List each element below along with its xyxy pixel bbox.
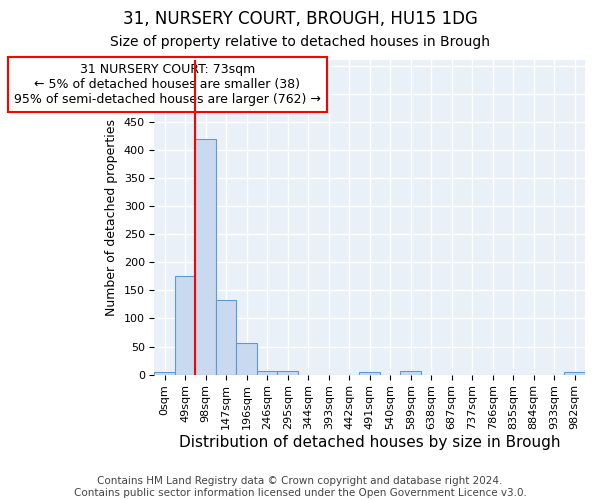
Bar	[216, 300, 236, 374]
Bar	[154, 372, 175, 374]
Bar	[236, 342, 257, 374]
Bar	[277, 371, 298, 374]
Bar	[175, 276, 196, 374]
Bar	[359, 372, 380, 374]
Text: 31 NURSERY COURT: 73sqm
← 5% of detached houses are smaller (38)
95% of semi-det: 31 NURSERY COURT: 73sqm ← 5% of detached…	[14, 63, 321, 106]
Bar	[257, 370, 277, 374]
Y-axis label: Number of detached properties: Number of detached properties	[105, 119, 118, 316]
Text: Contains HM Land Registry data © Crown copyright and database right 2024.
Contai: Contains HM Land Registry data © Crown c…	[74, 476, 526, 498]
Bar	[565, 372, 585, 374]
Text: 31, NURSERY COURT, BROUGH, HU15 1DG: 31, NURSERY COURT, BROUGH, HU15 1DG	[122, 10, 478, 28]
Bar	[400, 370, 421, 374]
Text: Size of property relative to detached houses in Brough: Size of property relative to detached ho…	[110, 35, 490, 49]
Bar	[196, 138, 216, 374]
X-axis label: Distribution of detached houses by size in Brough: Distribution of detached houses by size …	[179, 435, 560, 450]
